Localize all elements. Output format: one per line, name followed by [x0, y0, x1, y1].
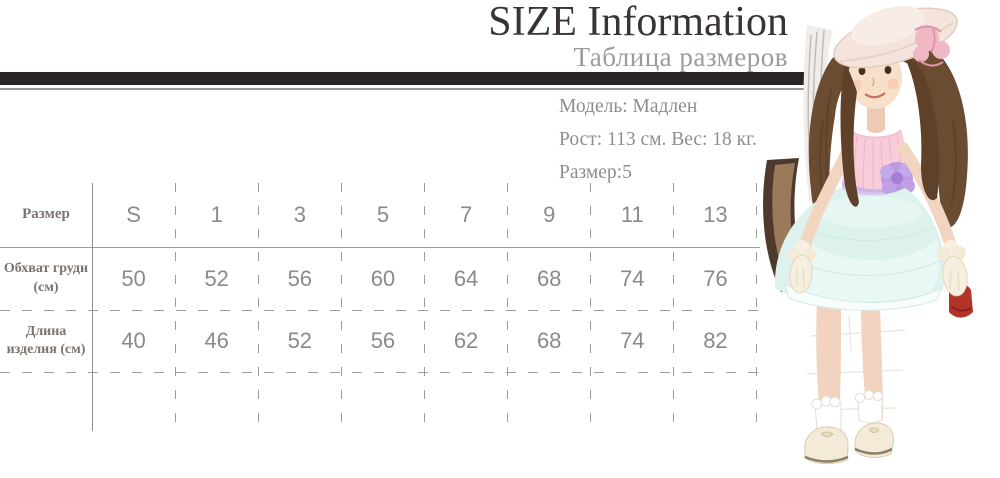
size-cell: 5 — [376, 202, 390, 227]
size-cell: 13 — [703, 202, 728, 227]
length-cell: 56 — [370, 328, 396, 353]
length-cell: 40 — [121, 328, 146, 353]
chest-cell: 60 — [370, 265, 396, 291]
legs — [816, 300, 883, 424]
chest-cell: 64 — [453, 265, 479, 291]
model-info: Модель: Мадлен Рост: 113 см. Вес: 18 кг.… — [559, 90, 757, 189]
size-cell: 7 — [459, 202, 473, 227]
chest-cell: 50 — [121, 265, 146, 291]
chest-cell: 74 — [620, 265, 645, 291]
table-grid-line — [507, 183, 508, 426]
table-row-size: Размер S 1 3 5 7 9 11 13 — [0, 183, 757, 247]
model-size-line: Размер:5 — [559, 162, 632, 183]
size-table: Размер S 1 3 5 7 9 11 13 Обхват груди (с… — [0, 183, 760, 431]
model-name-line: Модель: Мадлен — [559, 96, 698, 117]
chest-cell: 68 — [536, 265, 562, 291]
divider-bar — [0, 72, 816, 85]
table-grid-line — [258, 183, 259, 426]
shoes — [804, 422, 894, 465]
table-grid-line — [0, 372, 760, 373]
hat-flowers — [913, 25, 950, 67]
model-stats-line: Рост: 113 см. Вес: 18 кг. — [559, 129, 757, 150]
table-grid-line — [590, 183, 591, 426]
row-label-length: Длина изделия (см) — [6, 323, 86, 357]
row-label-size: Размер — [22, 206, 70, 223]
table-grid-line — [175, 183, 176, 426]
table-row-length: Длина изделия (см) 40 46 52 56 62 68 74 … — [0, 310, 757, 372]
page-title: SIZE Information — [488, 0, 788, 45]
table-grid-line — [0, 310, 760, 311]
divider-underline — [0, 88, 810, 90]
table-grid-line — [673, 183, 674, 426]
size-cell: 11 — [620, 202, 644, 227]
size-cell: S — [126, 202, 141, 227]
socks — [811, 390, 883, 434]
row-label-chest: Обхват груди (см) — [3, 261, 89, 295]
length-cell: 52 — [287, 328, 313, 353]
table-grid-line — [424, 183, 425, 426]
child-model-photo — [763, 3, 997, 478]
length-cell: 74 — [620, 328, 645, 353]
table-grid-line — [0, 247, 760, 248]
chest-cell: 56 — [287, 265, 313, 291]
length-cell: 62 — [453, 328, 479, 353]
page-subtitle: Таблица размеров — [573, 42, 788, 72]
chest-cell: 76 — [703, 265, 728, 291]
length-cell: 46 — [204, 328, 229, 353]
length-cell: 68 — [536, 328, 562, 353]
chest-cell: 52 — [204, 265, 229, 291]
table-row-chest: Обхват груди (см) 50 52 56 60 64 68 74 7… — [0, 247, 757, 310]
sash-flower — [880, 162, 915, 195]
size-cell: 3 — [293, 202, 306, 227]
hat — [833, 6, 958, 69]
table-grid-line — [341, 183, 342, 426]
table-grid-line — [756, 183, 757, 426]
gloves — [788, 240, 968, 297]
size-cell: 1 — [210, 202, 223, 227]
size-cell: 9 — [543, 202, 556, 227]
table-grid-line — [92, 183, 93, 431]
length-cell: 82 — [703, 328, 728, 353]
